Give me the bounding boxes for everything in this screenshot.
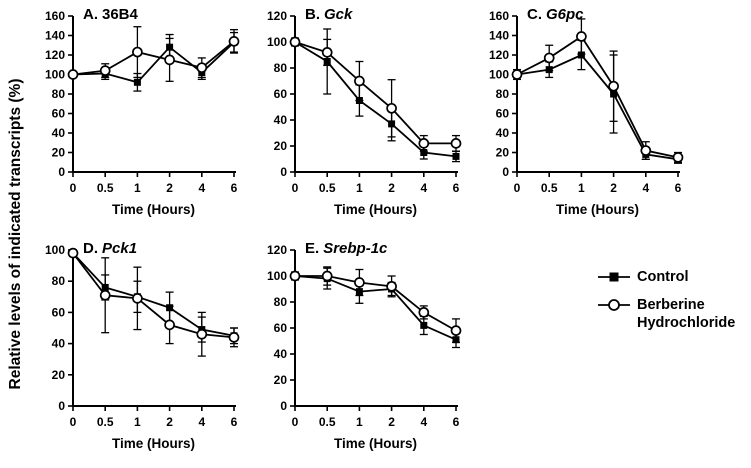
- svg-text:4: 4: [420, 415, 427, 429]
- chart-A: 0 20 40 60 80 100 120 140 160 0 0.5 1 2 4 6 Time (Hours…: [45, 6, 240, 217]
- svg-text:60: 60: [52, 305, 66, 319]
- svg-text:0.5: 0.5: [319, 181, 336, 195]
- svg-text:6: 6: [453, 181, 460, 195]
- svg-text:6: 6: [231, 415, 238, 429]
- svg-text:D.Pck1: D. Pck1: [83, 240, 137, 257]
- svg-text:60: 60: [52, 107, 66, 121]
- svg-text:0: 0: [280, 399, 287, 413]
- svg-text:1: 1: [356, 415, 363, 429]
- svg-text:0: 0: [70, 181, 77, 195]
- svg-text:120: 120: [489, 48, 509, 62]
- svg-text:2: 2: [166, 415, 173, 429]
- svg-text:40: 40: [496, 126, 510, 140]
- panel-36b4: 0 20 40 60 80 100 120 140 160 0 0.5 1 2 4 6 Time (Hours…: [28, 0, 244, 232]
- svg-text:6: 6: [453, 415, 460, 429]
- svg-text:100: 100: [267, 35, 287, 49]
- legend-item-berberine: Berberine Hydrochloride: [596, 296, 746, 332]
- svg-text:100: 100: [267, 269, 287, 283]
- svg-text:0: 0: [70, 415, 77, 429]
- legend-label-control: Control: [637, 269, 689, 285]
- svg-text:40: 40: [52, 126, 66, 140]
- svg-text:0: 0: [502, 165, 509, 179]
- svg-text:160: 160: [489, 9, 509, 23]
- legend-label-berberine: Berberine Hydrochloride: [637, 297, 736, 332]
- svg-text:2: 2: [388, 415, 395, 429]
- svg-text:80: 80: [52, 274, 66, 288]
- svg-text:140: 140: [489, 29, 509, 43]
- svg-text:B.Gck: B. Gck: [305, 6, 353, 23]
- svg-text:C.G6pc: C. G6pc: [527, 6, 584, 23]
- svg-text:20: 20: [52, 146, 66, 160]
- svg-text:E.Srebp-1c: E. Srebp-1c: [305, 240, 388, 257]
- filled-square-marker-icon: [598, 272, 630, 282]
- svg-text:6: 6: [231, 181, 238, 195]
- svg-text:Time (Hours): Time (Hours): [112, 436, 195, 451]
- svg-text:0.5: 0.5: [541, 181, 558, 195]
- svg-text:80: 80: [52, 87, 66, 101]
- svg-text:4: 4: [198, 181, 205, 195]
- svg-text:1: 1: [134, 415, 141, 429]
- svg-text:0: 0: [292, 415, 299, 429]
- svg-text:2: 2: [166, 181, 173, 195]
- svg-text:40: 40: [52, 337, 66, 351]
- svg-text:20: 20: [52, 368, 66, 382]
- svg-text:0.5: 0.5: [97, 181, 114, 195]
- svg-text:Time (Hours): Time (Hours): [112, 202, 195, 217]
- svg-text:Time (Hours): Time (Hours): [334, 202, 417, 217]
- svg-text:60: 60: [274, 321, 288, 335]
- svg-text:120: 120: [45, 48, 65, 62]
- svg-text:0: 0: [58, 165, 65, 179]
- svg-text:A.36B4: A. 36B4: [83, 6, 139, 23]
- panel-pck1: 0 20 40 60 80 100 0 0.5 1 2 4 6 Time (Hours) D. Pck1: [28, 234, 244, 466]
- svg-text:120: 120: [267, 243, 287, 257]
- svg-text:0: 0: [58, 399, 65, 413]
- legend-item-control: Control: [596, 268, 746, 286]
- svg-text:160: 160: [45, 9, 65, 23]
- svg-text:120: 120: [267, 9, 287, 23]
- svg-text:4: 4: [420, 181, 427, 195]
- svg-text:0: 0: [280, 165, 287, 179]
- panel-gck: 0 20 40 60 80 100 120 0 0.5 1 2 4 6 Time (Hours) B. Gck: [250, 0, 466, 232]
- svg-text:2: 2: [610, 181, 617, 195]
- svg-text:Time (Hours): Time (Hours): [334, 436, 417, 451]
- chart-D: 0 20 40 60 80 100 0 0.5 1 2 4 6 Time (Hours) D. Pck1: [45, 240, 240, 451]
- svg-text:20: 20: [274, 373, 288, 387]
- svg-text:60: 60: [274, 87, 288, 101]
- svg-text:0.5: 0.5: [97, 415, 114, 429]
- svg-text:0: 0: [292, 181, 299, 195]
- panel-srebp1c: 0 20 40 60 80 100 120 0 0.5 1 2 4 6 Time (Hours) E. Sre…: [250, 234, 466, 466]
- svg-text:Time (Hours): Time (Hours): [556, 202, 639, 217]
- svg-text:40: 40: [274, 113, 288, 127]
- svg-text:0.5: 0.5: [319, 415, 336, 429]
- svg-text:20: 20: [496, 146, 510, 160]
- legend: Control Berberine Hydrochloride: [596, 268, 746, 342]
- svg-text:4: 4: [642, 181, 649, 195]
- open-circle-marker-icon: [598, 299, 630, 312]
- svg-text:0: 0: [514, 181, 521, 195]
- svg-text:1: 1: [134, 181, 141, 195]
- shared-y-axis-label: Relative levels of indicated transcripts…: [7, 78, 24, 390]
- svg-text:6: 6: [675, 181, 682, 195]
- svg-text:40: 40: [274, 347, 288, 361]
- svg-text:100: 100: [489, 68, 509, 82]
- svg-text:1: 1: [356, 181, 363, 195]
- svg-text:20: 20: [274, 139, 288, 153]
- svg-text:100: 100: [45, 243, 65, 257]
- chart-B: 0 20 40 60 80 100 120 0 0.5 1 2 4 6 Time (Hours) B. Gck: [267, 6, 462, 217]
- svg-text:4: 4: [198, 415, 205, 429]
- svg-text:2: 2: [388, 181, 395, 195]
- svg-text:1: 1: [578, 181, 585, 195]
- chart-E: 0 20 40 60 80 100 120 0 0.5 1 2 4 6 Time (Hours) E. Sre…: [267, 240, 462, 451]
- svg-text:80: 80: [274, 295, 288, 309]
- chart-C: 0 20 40 60 80 100 120 140 160 0 0.5 1 2 4 6 Time (Hours…: [489, 6, 684, 217]
- svg-text:60: 60: [496, 107, 510, 121]
- panel-g6pc: 0 20 40 60 80 100 120 140 160 0 0.5 1 2 4 6 Time (Hours…: [472, 0, 688, 232]
- svg-text:80: 80: [274, 61, 288, 75]
- svg-text:100: 100: [45, 68, 65, 82]
- svg-text:80: 80: [496, 87, 510, 101]
- svg-text:140: 140: [45, 29, 65, 43]
